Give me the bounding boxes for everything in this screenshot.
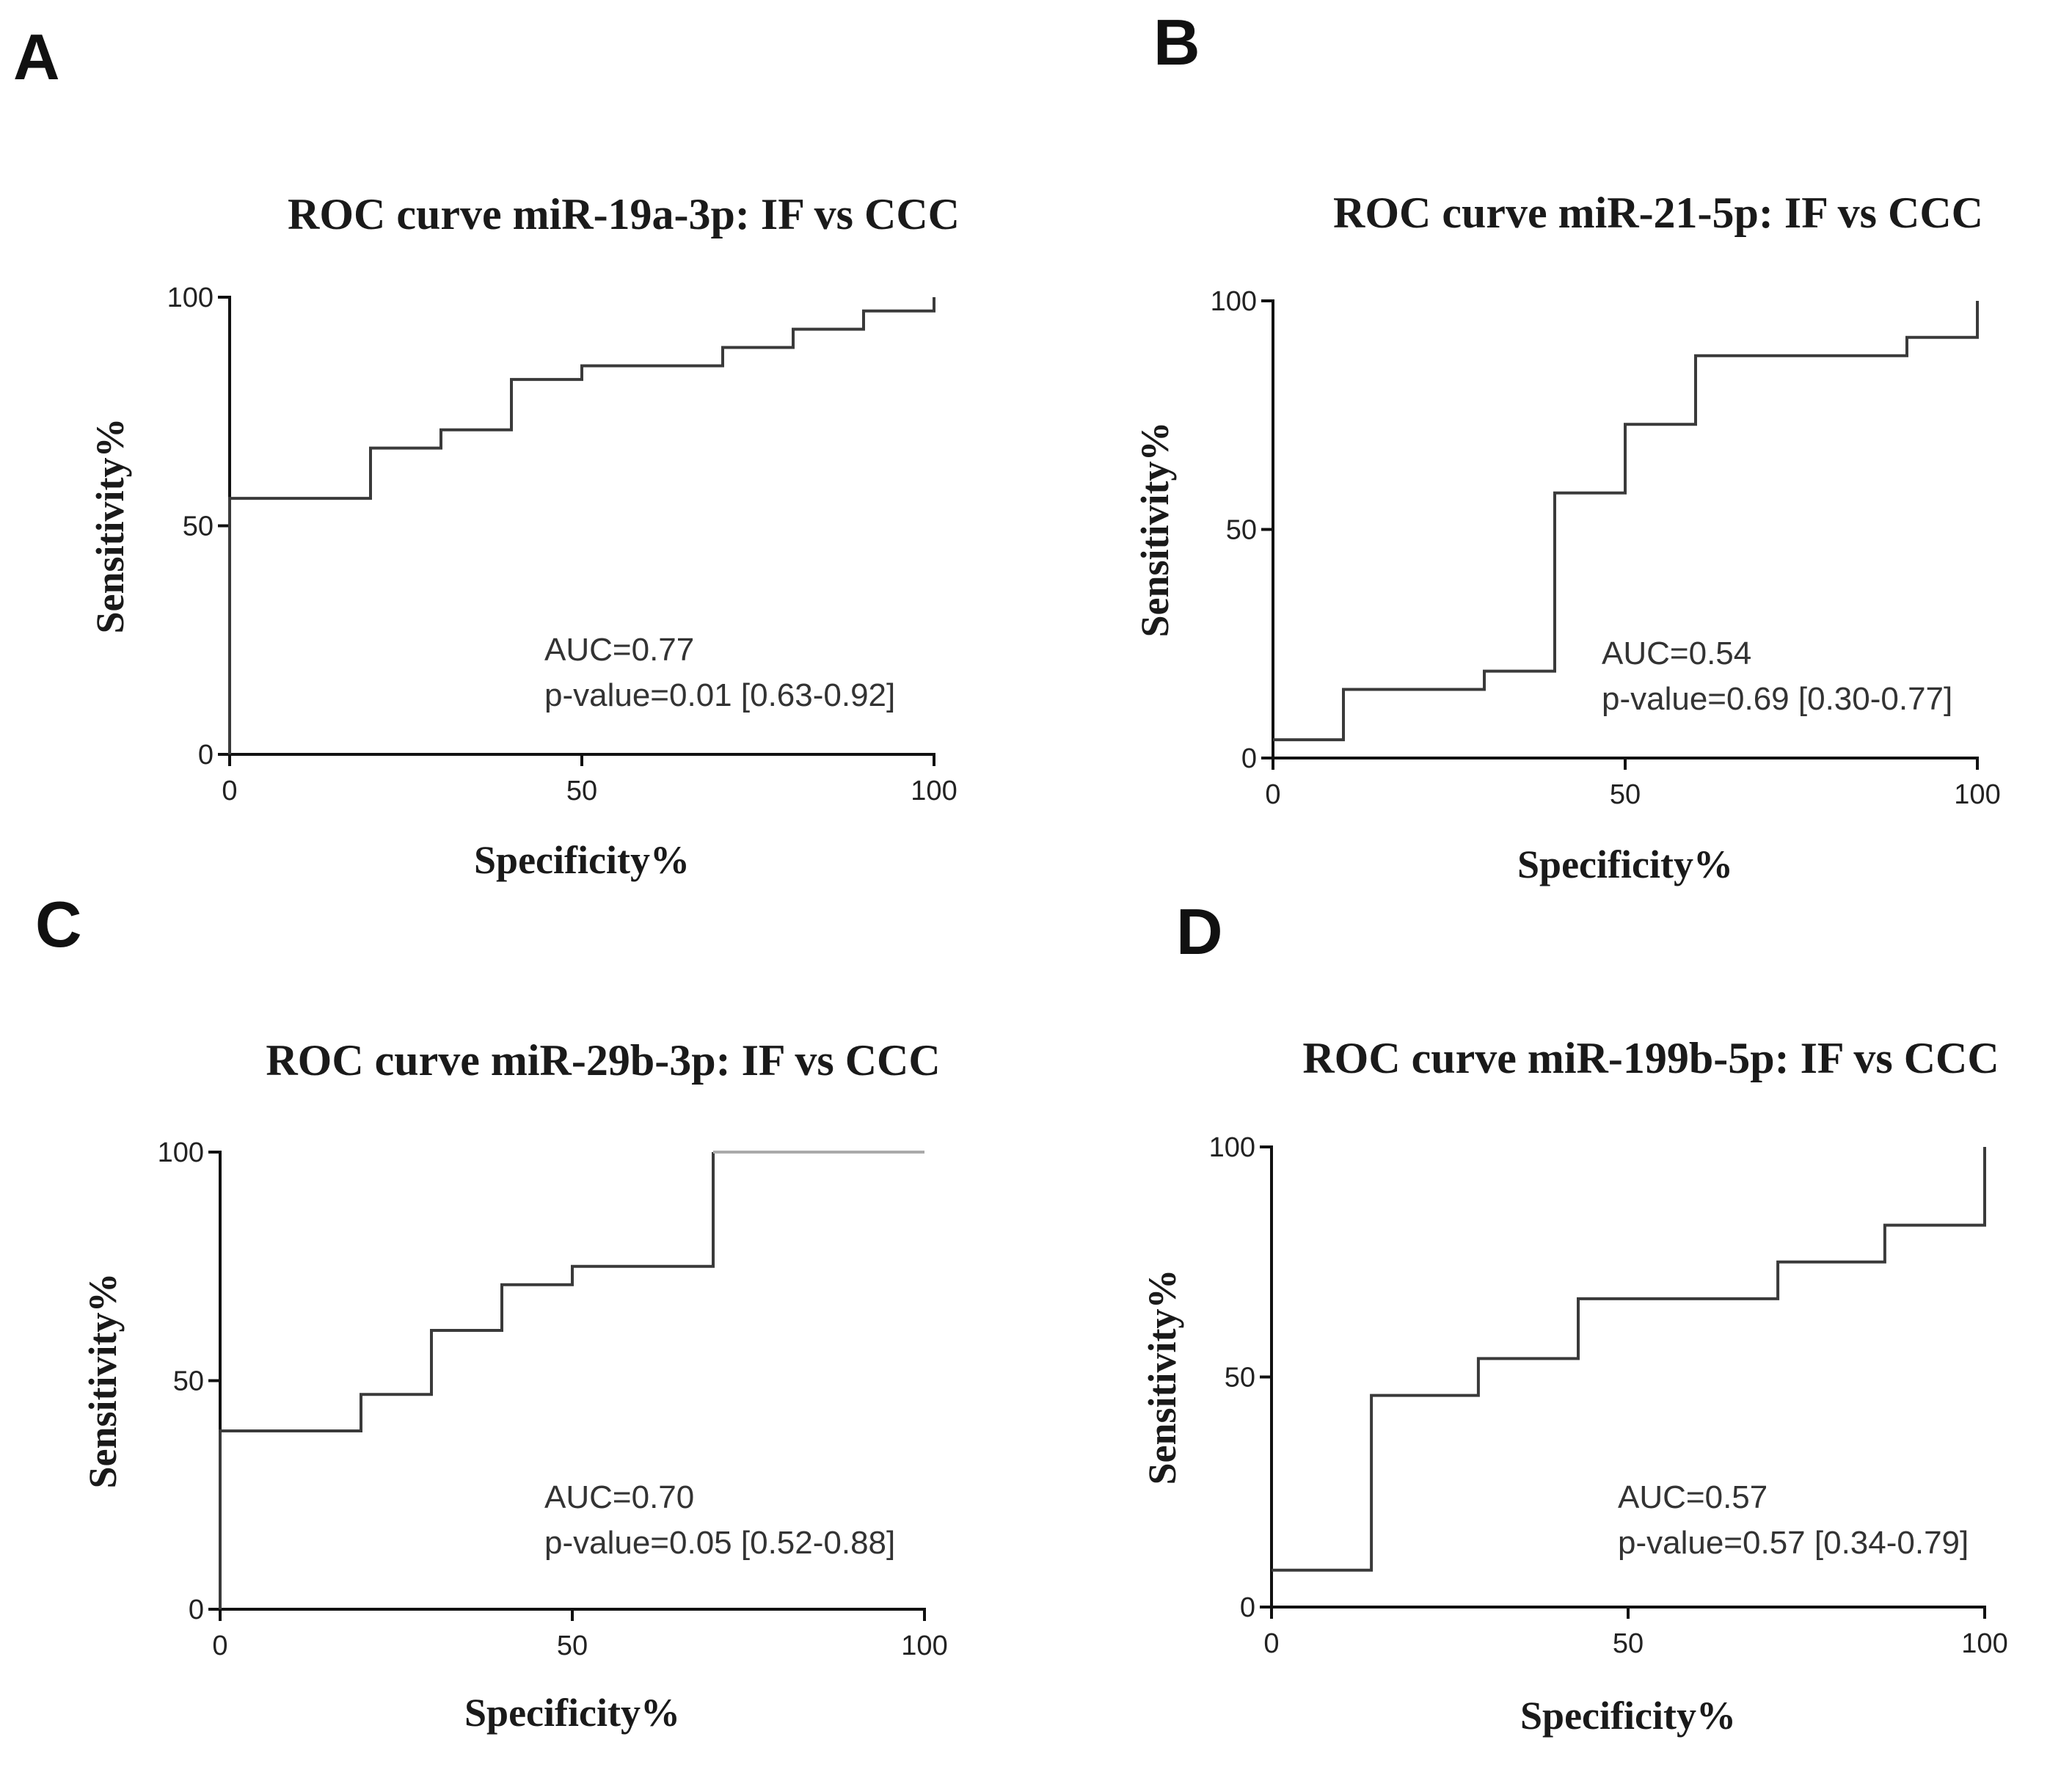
p-value-annotation: p-value=0.05 [0.52-0.88] [544,1525,895,1561]
roc-curve [219,1152,715,1609]
y-axis-label: Sensitivity% [81,1272,125,1488]
p-value-annotation: p-value=0.69 [0.30-0.77] [1602,681,1952,717]
chart-title: ROC curve miR-29b-3p: IF vs CCC [266,1036,940,1085]
y-tick-label: 0 [1240,1592,1255,1623]
roc-curve [1272,1147,1986,1572]
y-axis-label: Sensitivity% [88,418,132,633]
chart-title: ROC curve miR-199b-5p: IF vs CCC [1302,1034,1999,1082]
x-tick-label: 0 [212,1631,227,1661]
y-tick-label: 100 [1211,286,1257,317]
x-tick-label: 50 [1610,779,1641,810]
panel-letter: D [1176,895,1223,968]
p-value-annotation: p-value=0.01 [0.63-0.92] [544,677,895,713]
y-tick-label: 0 [189,1595,204,1625]
x-tick-label: 100 [911,776,957,806]
chart-panel-c: C ROC curve miR-29b-3p: IF vs CCC 0 50 100 0 5… [35,888,948,1735]
y-axis-label: Sensitivity% [1133,421,1177,637]
y-tick-label: 0 [1241,743,1257,774]
chart-title: ROC curve miR-21-5p: IF vs CCC [1333,189,1983,237]
panel-letter: B [1153,6,1200,79]
x-tick-label: 0 [1263,1628,1279,1659]
chart-panel-d: D ROC curve miR-199b-5p: IF vs CCC 0 50 100 0… [1140,895,2008,1738]
roc-curve [1273,301,1979,742]
y-tick-label: 0 [198,740,214,770]
x-axis-label: Specificity% [474,838,690,882]
chart-title: ROC curve miR-19a-3p: IF vs CCC [288,190,960,238]
y-tick-label: 50 [173,1366,204,1397]
x-tick-label: 100 [901,1631,947,1661]
x-tick-label: 50 [557,1631,588,1661]
x-axis-label: Specificity% [1517,842,1733,886]
x-tick-label: 0 [222,776,237,806]
y-tick-label: 100 [158,1137,204,1168]
x-tick-label: 100 [1954,779,2000,810]
panel-letter: C [35,888,82,961]
auc-annotation: AUC=0.70 [544,1479,694,1515]
x-tick-label: 50 [1613,1628,1644,1659]
x-tick-label: 50 [566,776,597,806]
y-tick-label: 50 [1225,1363,1255,1393]
x-axis-label: Specificity% [1520,1694,1736,1738]
auc-annotation: AUC=0.77 [544,632,694,668]
x-tick-label: 0 [1265,779,1280,810]
y-tick-label: 50 [183,511,214,542]
chart-panel-b: B ROC curve miR-21-5p: IF vs CCC 0 50 100 0 50… [1133,6,2001,886]
auc-annotation: AUC=0.57 [1618,1479,1768,1515]
y-tick-label: 100 [167,283,214,313]
x-axis-label: Specificity% [464,1691,680,1735]
y-axis-label: Sensitivity% [1140,1269,1184,1484]
roc-curve [228,297,935,754]
p-value-annotation: p-value=0.57 [0.34-0.79] [1618,1525,1969,1561]
panel-letter: A [13,21,60,93]
chart-panel-a: A ROC curve miR-19a-3p: IF vs CCC 0 50 100 0 5… [13,21,960,882]
y-tick-label: 50 [1226,515,1257,546]
x-tick-label: 100 [1961,1628,2007,1659]
auc-annotation: AUC=0.54 [1602,635,1751,671]
y-tick-label: 100 [1209,1132,1255,1163]
